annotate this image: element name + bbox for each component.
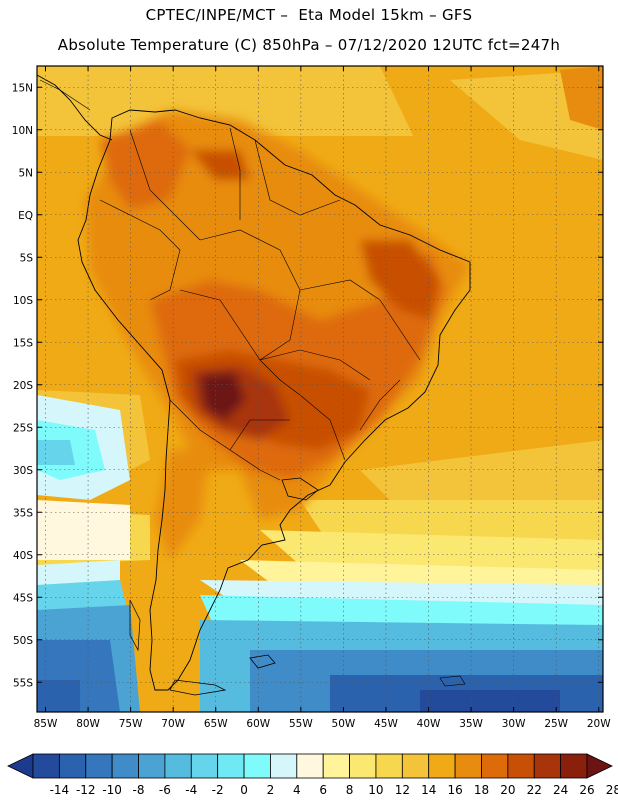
colorbar-swatch bbox=[322, 753, 350, 779]
lon-label: 65W bbox=[204, 718, 228, 730]
colorbar-swatch bbox=[533, 753, 562, 779]
lon-label: 30W bbox=[502, 718, 526, 730]
colorbar-label: -4 bbox=[185, 783, 197, 797]
colorbar-label: 22 bbox=[527, 783, 542, 797]
colorbar-label: 4 bbox=[293, 783, 301, 797]
lon-label: 25W bbox=[544, 718, 568, 730]
lat-label: 45S bbox=[13, 592, 33, 604]
map-title: CPTEC/INPE/MCT – Eta Model 15km – GFS bbox=[145, 6, 473, 24]
colorbar-swatch bbox=[32, 753, 60, 779]
colorbar-swatch bbox=[507, 753, 535, 779]
map-subtitle: Absolute Temperature (C) 850hPa – 07/12/… bbox=[57, 36, 561, 54]
lon-label: 70W bbox=[161, 718, 185, 730]
colorbar-label: 10 bbox=[368, 783, 383, 797]
temperature-field bbox=[37, 66, 603, 712]
lat-label: 10N bbox=[12, 125, 33, 137]
colorbar-swatch bbox=[454, 753, 482, 779]
colorbar-label: 16 bbox=[447, 783, 462, 797]
colorbar-swatch bbox=[164, 753, 192, 779]
lon-label: 55W bbox=[289, 718, 313, 730]
colorbar-label: -6 bbox=[159, 783, 171, 797]
lat-label: 10S bbox=[13, 295, 33, 307]
colorbar-label: -2 bbox=[212, 783, 224, 797]
colorbar-max-arrow bbox=[586, 753, 613, 779]
longitude-labels: 85W 80W 75W 70W 65W 60W 55W 50W 45W 40W 35W 30W 25W 2… bbox=[34, 718, 612, 730]
colorbar-label: 18 bbox=[474, 783, 489, 797]
lon-label: 35W bbox=[459, 718, 483, 730]
colorbar-swatch bbox=[560, 753, 588, 779]
lat-label: 50S bbox=[13, 635, 33, 647]
colorbar-swatch bbox=[85, 753, 113, 779]
lat-label: 5N bbox=[18, 167, 33, 179]
south-america-outline bbox=[77, 109, 471, 691]
lon-label: 50W bbox=[332, 718, 356, 730]
colorbar-label: 8 bbox=[346, 783, 354, 797]
lon-label: 80W bbox=[76, 718, 100, 730]
colorbar-swatch bbox=[375, 753, 403, 779]
colorbar-label: 12 bbox=[395, 783, 410, 797]
colorbar-swatch bbox=[111, 753, 139, 779]
colorbar-label: -8 bbox=[133, 783, 145, 797]
colorbar-swatch bbox=[481, 753, 509, 779]
colorbar-label: 28 bbox=[606, 783, 618, 797]
lon-label: 45W bbox=[374, 718, 398, 730]
colorbar-labels: -14 -12 -10 -8 -6 -4 -2 0 2 4 6 8 10 12 14 16 18 20 22 24 26… bbox=[50, 783, 618, 797]
colorbar-min-arrow bbox=[7, 753, 34, 779]
colorbar-label: -10 bbox=[102, 783, 122, 797]
colorbar-swatch bbox=[190, 753, 219, 779]
lon-label: 40W bbox=[417, 718, 441, 730]
colorbar-swatch bbox=[243, 753, 271, 779]
lat-label: 25S bbox=[13, 422, 33, 434]
colorbar-label: 6 bbox=[319, 783, 327, 797]
colorbar-label: 0 bbox=[240, 783, 248, 797]
lon-label: 60W bbox=[246, 718, 270, 730]
latitude-labels: 15N 10N 5N EQ 5S 10S 15S 20S 25S 30S 35S 40S 45S 50S 5… bbox=[12, 82, 34, 689]
lat-label: 40S bbox=[13, 550, 33, 562]
lat-label: 20S bbox=[13, 380, 33, 392]
lat-label: 30S bbox=[13, 465, 33, 477]
lat-label: 15S bbox=[13, 337, 33, 349]
colorbar-swatch bbox=[296, 753, 324, 779]
map-frame bbox=[36, 65, 604, 713]
colorbar-label: 24 bbox=[553, 783, 568, 797]
lon-label: 75W bbox=[119, 718, 143, 730]
colorbar bbox=[7, 753, 613, 779]
colorbar-swatch bbox=[217, 753, 245, 779]
lat-label: 15N bbox=[12, 82, 33, 94]
lon-label: 85W bbox=[34, 718, 58, 730]
lat-label: EQ bbox=[18, 210, 33, 222]
colorbar-label: -12 bbox=[76, 783, 96, 797]
lat-label: 55S bbox=[13, 677, 33, 689]
colorbar-label: 14 bbox=[421, 783, 436, 797]
colorbar-swatch bbox=[58, 753, 87, 779]
colorbar-swatch bbox=[138, 753, 166, 779]
lat-label: 35S bbox=[13, 507, 33, 519]
colorbar-swatch bbox=[270, 753, 298, 779]
colorbar-label: 2 bbox=[267, 783, 275, 797]
lat-label: 5S bbox=[20, 252, 34, 264]
colorbar-label: -14 bbox=[50, 783, 70, 797]
colorbar-label: 20 bbox=[500, 783, 515, 797]
colorbar-label: 26 bbox=[579, 783, 594, 797]
lon-label: 20W bbox=[587, 718, 611, 730]
colorbar-swatch bbox=[428, 753, 456, 779]
colorbar-swatch bbox=[401, 753, 430, 779]
colorbar-swatch bbox=[349, 753, 377, 779]
